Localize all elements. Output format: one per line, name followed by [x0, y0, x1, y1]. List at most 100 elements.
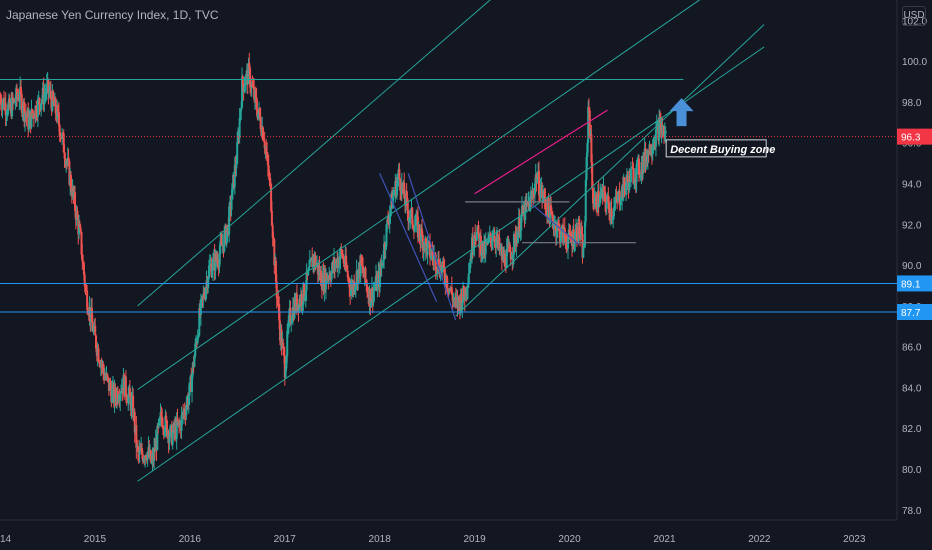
candle-body	[554, 222, 557, 236]
candle-body	[338, 258, 341, 266]
candle-body	[399, 178, 402, 191]
time-tick-label: 2016	[179, 534, 202, 545]
candle-body	[164, 415, 167, 432]
candle-body	[271, 225, 274, 238]
candle-body	[605, 202, 608, 209]
candle-body	[602, 187, 605, 198]
candle-body	[305, 271, 308, 291]
candle-body	[82, 260, 85, 264]
candle-body	[433, 255, 436, 261]
candle-body	[597, 191, 600, 207]
candle-body	[409, 210, 412, 218]
candle-body	[386, 219, 389, 225]
price-level-badge-label: 89.1	[901, 279, 921, 290]
candle-body	[551, 213, 554, 223]
candle-body	[94, 325, 97, 336]
price-tick-label: 92.0	[902, 220, 922, 231]
candle-body	[188, 382, 191, 396]
time-axis[interactable]: 2014 2015 2016 2017 2018 2019 2020 2021 2022 2023	[0, 534, 866, 545]
candle-body	[80, 231, 83, 255]
candle-body	[408, 218, 411, 221]
candle-body	[30, 109, 33, 128]
candle-body	[659, 119, 662, 134]
candle-body	[583, 221, 586, 247]
candle-body	[328, 274, 331, 279]
candle-body	[215, 253, 218, 261]
candle-body	[547, 197, 550, 211]
candle-body	[635, 164, 638, 183]
price-axis[interactable]: 78.080.082.084.086.088.090.092.094.096.0…	[897, 16, 932, 517]
candle-body	[79, 227, 82, 232]
candle-body	[424, 238, 427, 251]
candle-body	[21, 111, 24, 113]
candle-body	[575, 226, 578, 241]
candle-body	[157, 419, 160, 427]
candle-body	[341, 250, 344, 257]
candle-body	[611, 217, 614, 219]
candle-body	[45, 84, 48, 94]
candle-body	[24, 113, 27, 116]
candle-body	[581, 233, 584, 258]
candle-body	[361, 264, 364, 267]
candle-body	[32, 113, 35, 118]
channel-line	[137, 0, 701, 390]
candle-body	[95, 335, 98, 349]
candle-body	[36, 98, 39, 117]
candle-body	[512, 234, 515, 255]
candle-body	[130, 398, 133, 411]
candle-body	[211, 270, 214, 277]
candle-body	[235, 163, 238, 169]
trend-line	[407, 173, 457, 321]
candle-body	[443, 268, 446, 280]
candle-body	[652, 146, 655, 148]
candle-body	[141, 448, 144, 455]
candle-body	[436, 270, 439, 272]
candle-body	[163, 431, 166, 433]
candle-body	[334, 263, 337, 268]
candle-body	[567, 238, 570, 249]
candle-body	[180, 415, 183, 431]
candle-body	[199, 299, 202, 315]
candle-body	[572, 229, 575, 247]
price-tick-label: 100.0	[902, 57, 927, 68]
candle-body	[265, 147, 268, 153]
price-tick-label: 78.0	[902, 506, 922, 517]
candle-body	[291, 320, 294, 323]
candle-body	[185, 405, 188, 416]
candle-body	[303, 296, 306, 300]
candle-body	[52, 91, 55, 101]
candle-body	[520, 216, 523, 231]
candle-body	[72, 187, 75, 197]
candle-body	[404, 193, 407, 206]
candle-body	[415, 216, 418, 225]
candle-body	[262, 127, 265, 141]
candle-body	[381, 263, 384, 265]
candle-body	[78, 225, 81, 228]
candle-body	[398, 169, 401, 179]
candle-body	[498, 237, 501, 250]
candle-body	[287, 327, 290, 331]
candle-body	[28, 117, 31, 130]
candle-body	[165, 415, 168, 421]
candle-body	[282, 342, 285, 349]
candle-body	[357, 269, 360, 285]
candle-body	[308, 259, 311, 268]
candle-body	[320, 270, 323, 286]
candle-body	[58, 125, 61, 137]
candle-body	[263, 141, 266, 149]
candle-body	[607, 195, 610, 203]
candle-body	[145, 455, 148, 459]
candle-body	[559, 237, 562, 243]
time-tick-label: 2017	[274, 534, 297, 545]
price-tick-label: 90.0	[902, 261, 922, 272]
candle-body	[330, 269, 333, 280]
candle-body	[366, 284, 369, 293]
candle-body	[339, 248, 342, 259]
candle-body	[247, 62, 250, 85]
candle-body	[464, 287, 467, 301]
candle-body	[529, 196, 532, 211]
currency-button[interactable]: USD	[902, 6, 926, 26]
candle-body	[90, 308, 93, 322]
candle-body	[303, 283, 306, 300]
